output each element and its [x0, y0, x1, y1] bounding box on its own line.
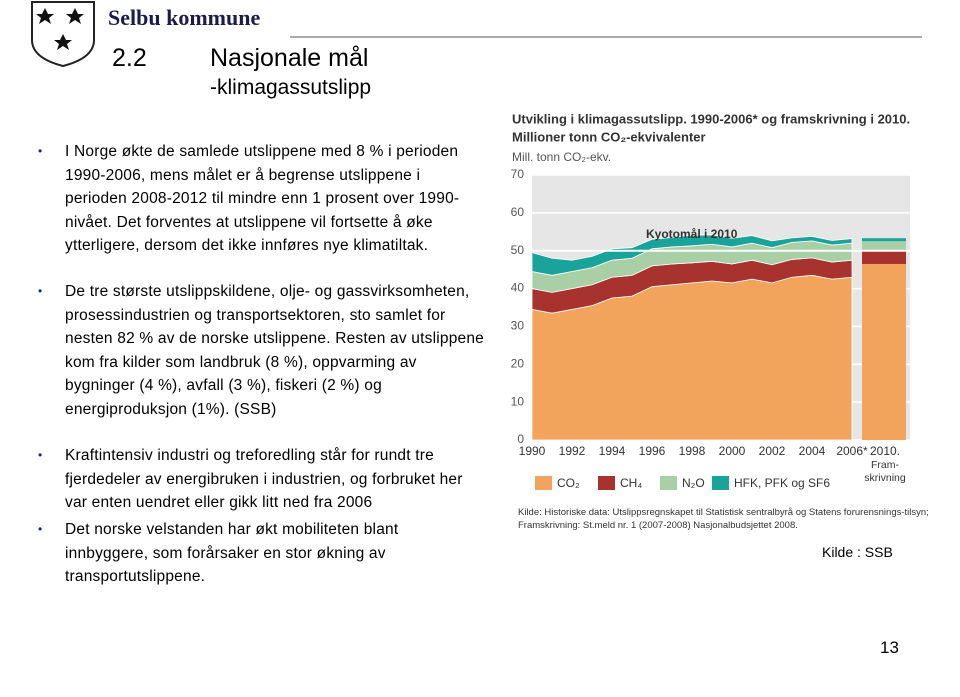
bullet-text: Det norske velstanden har økt mobilitete… — [65, 521, 399, 585]
chart-title: Utvikling i klimagassutslipp. 1990-2006*… — [512, 111, 910, 126]
slide-title: Nasjonale mål — [210, 44, 369, 72]
page-number: 13 — [880, 638, 899, 657]
x-tick-label: 2006* — [836, 444, 868, 458]
slide-subtitle: -klimagassutslipp — [210, 76, 372, 99]
y-tick-label: 40 — [511, 281, 525, 295]
legend-swatch — [598, 476, 615, 490]
legend-label: CH₄ — [620, 476, 642, 490]
chart-subtitle: Millioner tonn CO₂-ekvivalenter — [512, 129, 706, 144]
y-tick-label: 50 — [511, 243, 525, 257]
x-tick-label: 1990 — [519, 444, 546, 458]
org-name: Selbu kommune — [108, 5, 261, 30]
projection-bar — [862, 263, 906, 440]
x-tick-label: 2000 — [719, 444, 746, 458]
bullet-text: De tre største utslippskildene, olje- og… — [65, 283, 484, 418]
bullet-text: Kraftintensiv industri og treforedling s… — [65, 447, 463, 511]
logo-stars — [36, 8, 84, 50]
y-tick-label: 60 — [511, 205, 525, 219]
legend-swatch — [660, 476, 677, 490]
bullet-marker: • — [38, 448, 43, 462]
caption: Kilde : SSB — [822, 544, 893, 560]
y-tick-label: 30 — [511, 319, 525, 333]
projection-bar — [862, 241, 906, 251]
target-label: Kyotomål i 2010 — [646, 227, 738, 241]
x-tick-label: 2002 — [759, 444, 786, 458]
legend-label: N₂O — [682, 476, 705, 490]
x-tick-label: Fram- — [871, 459, 899, 471]
x-tick-label: 1992 — [559, 444, 586, 458]
y-tick-label: 10 — [511, 394, 525, 408]
y-tick-label: 0 — [517, 432, 524, 446]
y-axis-label: Mill. tonn CO₂-ekv. — [512, 150, 611, 164]
legend-swatch — [535, 476, 552, 490]
x-tick-label: 1996 — [639, 444, 666, 458]
bullet-marker: • — [38, 522, 43, 536]
projection-bar — [862, 238, 906, 242]
x-tick-label: 1994 — [599, 444, 626, 458]
x-tick-label: 2004 — [799, 444, 826, 458]
legend-swatch — [712, 476, 729, 490]
y-tick-label: 20 — [511, 356, 525, 370]
projection-bar — [862, 250, 906, 264]
x-tick-label: 1998 — [679, 444, 706, 458]
legend-label: CO₂ — [557, 476, 580, 490]
caption-box — [820, 540, 900, 566]
section-number: 2.2 — [112, 44, 147, 72]
area — [531, 234, 853, 276]
x-tick-label: skrivning — [864, 472, 906, 484]
bullet-marker: • — [38, 284, 43, 298]
source-note: Kilde: Historiske data: Utslippsregnskap… — [518, 507, 929, 531]
x-tick-label: 2010. — [870, 444, 900, 458]
bullet-text: I Norge økte de samlede utslippene med 8… — [65, 143, 460, 254]
legend-label: HFK, PFK og SF6 — [734, 476, 830, 490]
y-tick-label: 70 — [511, 167, 525, 181]
bullet-marker: • — [38, 144, 43, 158]
